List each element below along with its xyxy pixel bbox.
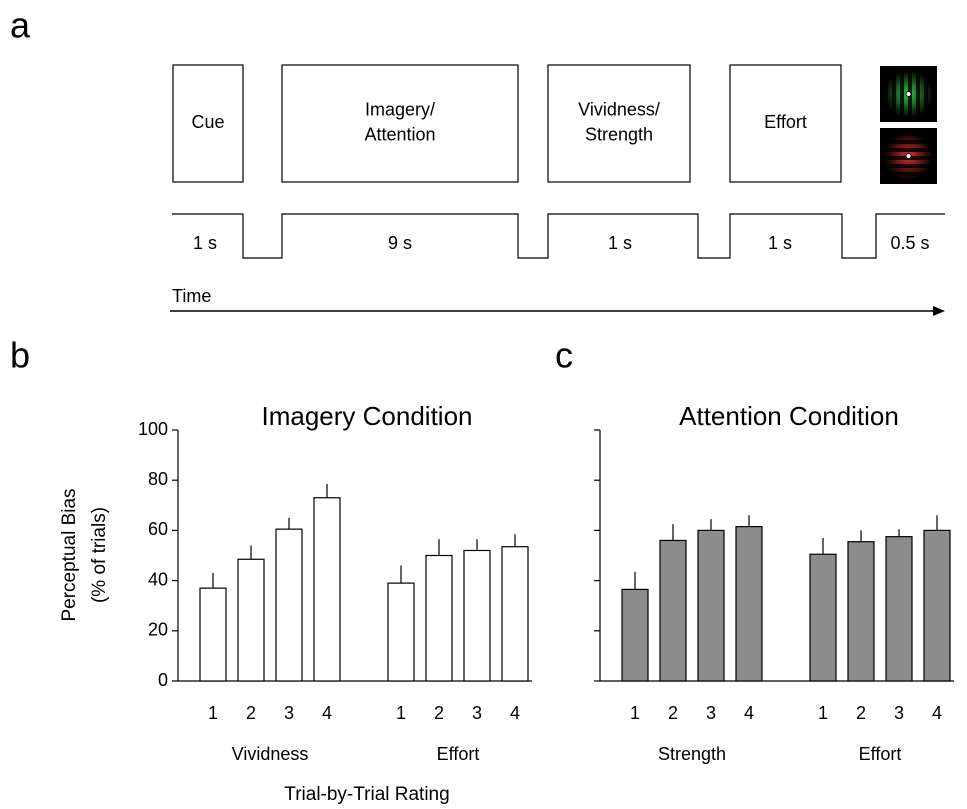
bar xyxy=(313,497,341,682)
duration-label: 0.5 s xyxy=(890,233,929,253)
panel-label: a xyxy=(10,5,31,46)
group-label: Vividness xyxy=(232,744,309,764)
event-label: Attention xyxy=(364,124,435,144)
duration-label: 1 s xyxy=(193,233,217,253)
y-tick-label: 60 xyxy=(148,519,168,539)
event-box xyxy=(172,64,244,183)
time-arrowhead xyxy=(933,306,945,316)
x-tick-label: 1 xyxy=(818,703,828,723)
x-tick-label: 3 xyxy=(284,703,294,723)
y-tick-label: 40 xyxy=(148,569,168,589)
x-tick-label: 2 xyxy=(668,703,678,723)
bar xyxy=(275,528,303,682)
bar xyxy=(735,526,763,682)
x-tick-label: 1 xyxy=(208,703,218,723)
y-tick-label: 100 xyxy=(138,419,168,439)
y-axis-label: (% of trials) xyxy=(89,507,110,603)
event-box xyxy=(729,64,842,183)
event-box xyxy=(281,64,519,183)
event-label: Cue xyxy=(191,112,224,132)
x-tick-label: 2 xyxy=(434,703,444,723)
event-label: Strength xyxy=(585,124,653,144)
group-label: Effort xyxy=(859,744,902,764)
bar xyxy=(425,554,453,682)
x-tick-label: 4 xyxy=(744,703,754,723)
x-tick-label: 1 xyxy=(396,703,406,723)
bar xyxy=(847,541,875,682)
event-label: Vividness/ xyxy=(578,99,660,119)
bar xyxy=(923,529,951,682)
event-box xyxy=(547,64,691,183)
x-tick-label: 4 xyxy=(932,703,942,723)
stimulus-red xyxy=(880,128,937,184)
x-tick-label: 2 xyxy=(246,703,256,723)
duration-label: 1 s xyxy=(608,233,632,253)
x-tick-label: 4 xyxy=(322,703,332,723)
bar xyxy=(885,536,913,682)
bar xyxy=(621,588,649,682)
bar xyxy=(659,539,687,682)
y-axis-label: Perceptual Bias xyxy=(59,488,80,621)
chart-title: Imagery Condition xyxy=(262,401,473,431)
bar xyxy=(697,529,725,682)
duration-label: 9 s xyxy=(388,233,412,253)
y-tick-label: 20 xyxy=(148,620,168,640)
panel-label: c xyxy=(555,335,573,376)
x-tick-label: 2 xyxy=(856,703,866,723)
bar xyxy=(387,582,415,682)
duration-label: 1 s xyxy=(768,233,792,253)
y-tick-label: 0 xyxy=(158,670,168,690)
bar xyxy=(237,558,265,682)
panel-label: b xyxy=(10,335,30,376)
time-label: Time xyxy=(172,286,211,306)
group-label: Strength xyxy=(658,744,726,764)
x-tick-label: 4 xyxy=(510,703,520,723)
bar xyxy=(463,549,491,682)
stimulus-green xyxy=(880,66,937,122)
bar xyxy=(199,587,227,682)
x-tick-label: 1 xyxy=(630,703,640,723)
y-tick-label: 80 xyxy=(148,469,168,489)
x-tick-label: 3 xyxy=(706,703,716,723)
event-label: Effort xyxy=(764,112,807,132)
x-tick-label: 3 xyxy=(894,703,904,723)
bar xyxy=(809,553,837,682)
bar xyxy=(501,546,529,682)
group-label: Effort xyxy=(437,744,480,764)
timeline-wave xyxy=(172,213,945,259)
chart-title: Attention Condition xyxy=(679,401,899,431)
x-axis-label: Trial-by-Trial Rating xyxy=(284,784,449,805)
event-label: Imagery/ xyxy=(365,99,435,119)
x-tick-label: 3 xyxy=(472,703,482,723)
